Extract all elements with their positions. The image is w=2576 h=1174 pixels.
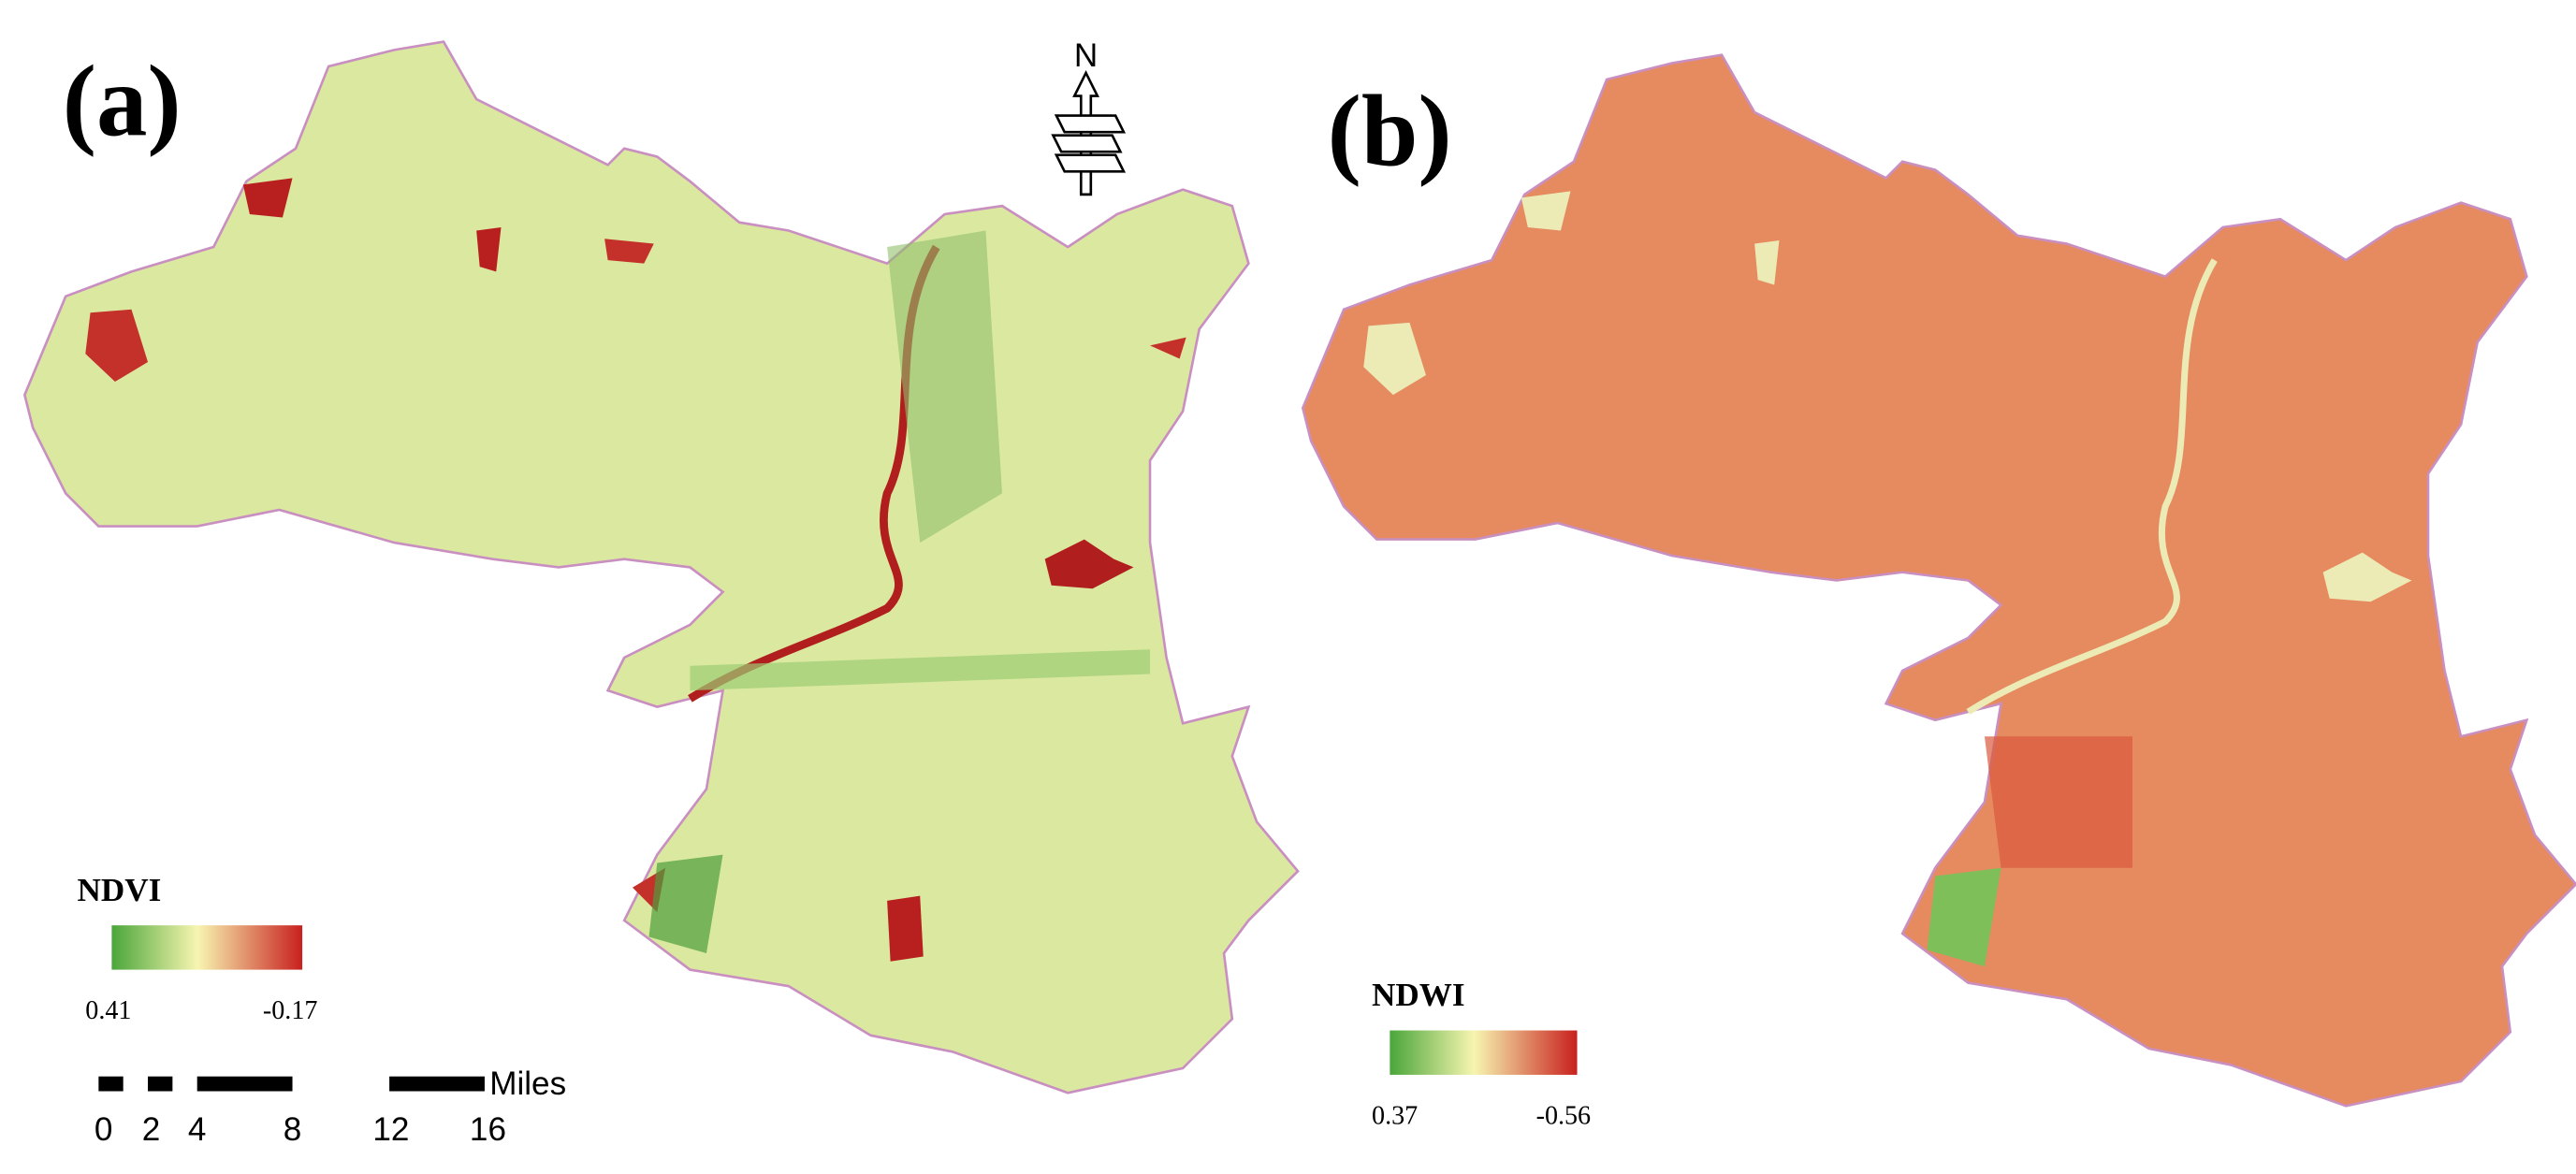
color-bar — [1390, 1030, 1578, 1075]
color-bar — [111, 925, 303, 970]
legend-low: -0.17 — [263, 996, 318, 1025]
arrow-layers — [1051, 114, 1127, 173]
water-body — [1044, 539, 1134, 589]
water-body — [476, 226, 502, 272]
vegetation-a — [648, 854, 723, 954]
scale-tick-label: 12 — [372, 1111, 409, 1148]
vegetation-band — [690, 649, 1151, 691]
water-body — [1754, 240, 1780, 285]
dry-area — [1984, 736, 2132, 868]
legend-a: NDVI 0.41 -0.17 — [78, 872, 318, 1025]
scale-segment — [98, 1076, 124, 1092]
water-body — [1521, 191, 1571, 231]
scale-tick-label: 4 — [188, 1111, 207, 1148]
water-body — [887, 895, 924, 962]
legend-high: 0.37 — [1372, 1102, 1418, 1131]
scale-tick-label: 0 — [95, 1111, 113, 1148]
panel-label: (b) — [1328, 74, 1452, 187]
legend-title: NDVI — [78, 872, 162, 908]
water-body — [1150, 337, 1186, 359]
water-body — [85, 309, 149, 383]
scale-segment — [148, 1076, 173, 1092]
vegetation-a — [887, 230, 1003, 544]
scale-segment — [389, 1076, 485, 1092]
water-body — [1363, 322, 1426, 396]
water-body — [242, 178, 293, 218]
water-body — [2322, 552, 2412, 602]
scale-tick-label: 16 — [470, 1111, 506, 1148]
arrow — [1072, 70, 1099, 196]
scale-tick-label: 2 — [142, 1111, 161, 1148]
map-a — [23, 40, 1300, 1094]
legend-high: 0.41 — [85, 996, 131, 1025]
scale-tick-label: 8 — [284, 1111, 302, 1148]
legend-b: NDWI 0.37 -0.56 — [1372, 977, 1591, 1130]
legend-title: NDWI — [1372, 977, 1464, 1013]
river-b — [1966, 258, 2218, 715]
north-label: N — [1074, 37, 1098, 74]
north-arrow: N — [1051, 37, 1127, 196]
scale-segment — [196, 1076, 293, 1092]
scale-unit: Miles — [489, 1065, 566, 1102]
scale-bar: Miles 0 2 4 8 12 16 — [95, 1065, 566, 1148]
map-b — [1301, 53, 2576, 1108]
panel-label: (a) — [63, 45, 182, 158]
legend-low: -0.56 — [1536, 1102, 1592, 1131]
water-body — [604, 239, 654, 264]
vegetation-b — [1927, 867, 2001, 967]
